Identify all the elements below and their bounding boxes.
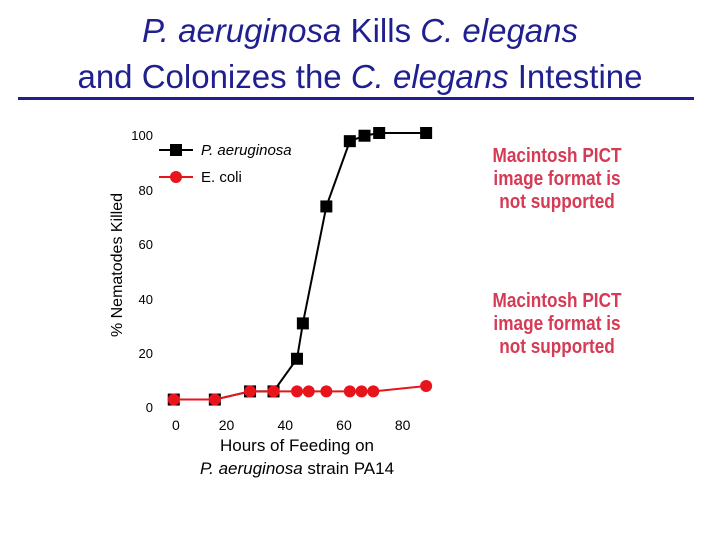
data-point-p-aeruginosa (420, 127, 433, 139)
data-point-e-coli (420, 379, 433, 392)
legend-label: P. aeruginosa (201, 142, 292, 159)
x-axis-label-line1: Hours of Feeding on (220, 436, 374, 455)
data-point-e-coli (367, 385, 380, 398)
data-point-e-coli (267, 385, 280, 398)
title-verb: Kills (341, 12, 421, 49)
y-tick-label: 80 (139, 183, 153, 198)
x-tick-label: 80 (395, 417, 411, 433)
title-phrase-1: and Colonizes the (77, 58, 351, 95)
data-point-e-coli (208, 393, 221, 406)
data-point-e-coli (167, 393, 180, 406)
legend-entry-p-aeruginosa: P. aeruginosa (159, 142, 292, 159)
legend-marker-circle (170, 171, 182, 183)
data-point-e-coli (291, 385, 303, 398)
title-underline (18, 97, 694, 100)
data-point-p-aeruginosa (343, 135, 356, 148)
data-point-p-aeruginosa (358, 129, 371, 142)
x-tick-label: 60 (336, 417, 352, 433)
x-tick-label: 0 (172, 417, 180, 433)
x-axis-label-line2: P. aeruginosa strain PA14 (200, 459, 394, 478)
data-point-e-coli (244, 385, 257, 398)
x-tick-label: 40 (277, 417, 293, 433)
title-organism-1: P. aeruginosa (142, 12, 342, 49)
slide-title-line2: and Colonizes the C. elegans Intestine (0, 60, 720, 93)
data-point-e-coli (302, 385, 315, 398)
title-organism-3: C. elegans (350, 58, 509, 95)
data-point-p-aeruginosa (291, 352, 303, 365)
legend-marker-square (170, 144, 182, 156)
data-point-e-coli (320, 385, 333, 398)
y-tick-label: 40 (139, 292, 153, 307)
data-point-p-aeruginosa (320, 200, 333, 213)
y-tick-label: 100 (131, 128, 153, 143)
title-organism-2: C. elegans (420, 12, 578, 49)
y-axis-label: % Nematodes Killed (109, 193, 126, 337)
data-point-e-coli (343, 385, 356, 398)
data-point-e-coli (355, 385, 368, 398)
legend-label: E. coli (201, 169, 242, 186)
data-point-p-aeruginosa (296, 317, 309, 330)
data-point-p-aeruginosa (373, 127, 386, 139)
legend-entry-e-coli: E. coli (159, 169, 242, 186)
unsupported-image-placeholder-1: Macintosh PICT image format is not suppo… (492, 145, 622, 213)
title-phrase-2: Intestine (508, 58, 643, 95)
unsupported-image-placeholder-2: Macintosh PICT image format is not suppo… (492, 290, 622, 358)
y-tick-label: 20 (139, 346, 153, 361)
y-tick-label: 60 (139, 237, 153, 252)
slide-title-line1: P. aeruginosa Kills C. elegans (0, 14, 720, 47)
y-tick-label: 0 (146, 400, 153, 415)
x-tick-label: 20 (219, 417, 235, 433)
